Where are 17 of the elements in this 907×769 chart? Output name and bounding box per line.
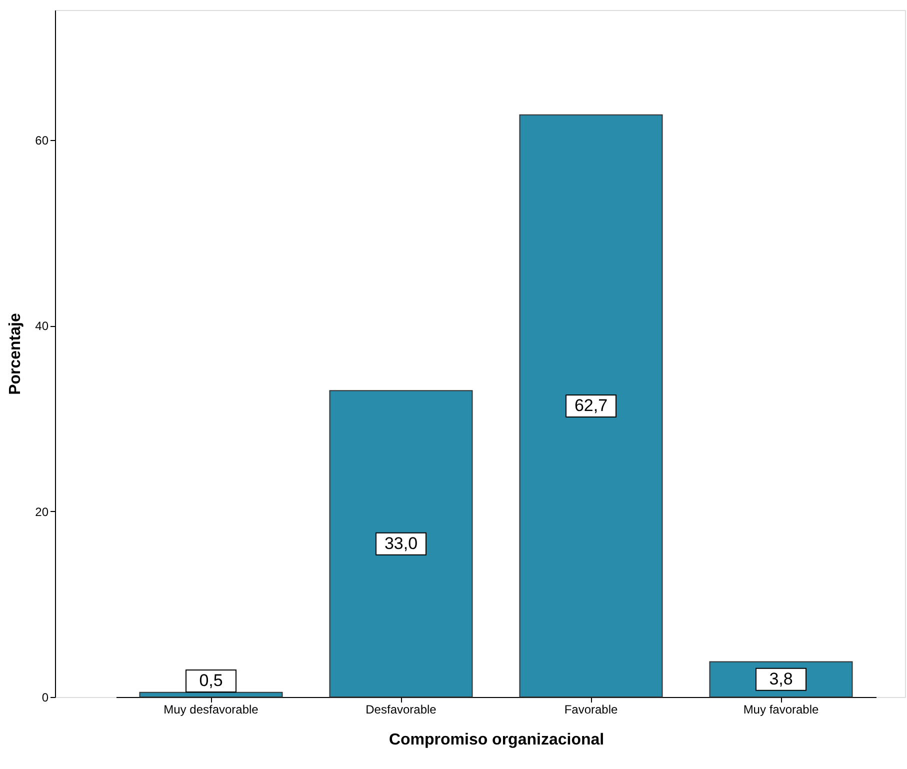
data-label: 3,8 (769, 669, 793, 688)
y-tick-label: 20 (35, 504, 49, 519)
x-tick-label: Muy favorable (743, 702, 820, 716)
y-tick-label: 0 (42, 690, 49, 704)
data-label: 0,5 (199, 671, 223, 690)
data-label: 33,0 (384, 534, 418, 553)
x-tick-label: Desfavorable (366, 702, 437, 716)
bar (519, 114, 663, 698)
y-tick-label: 60 (35, 133, 49, 148)
y-axis-title: Porcentaje (7, 312, 24, 395)
data-label: 62,7 (574, 396, 608, 415)
bar (329, 390, 473, 698)
x-tick-label: Favorable (564, 702, 618, 716)
x-tick-label: Muy desfavorable (164, 702, 259, 716)
x-axis-title: Compromiso organizacional (388, 732, 604, 748)
bar (139, 692, 283, 698)
y-tick-label: 40 (35, 319, 49, 334)
